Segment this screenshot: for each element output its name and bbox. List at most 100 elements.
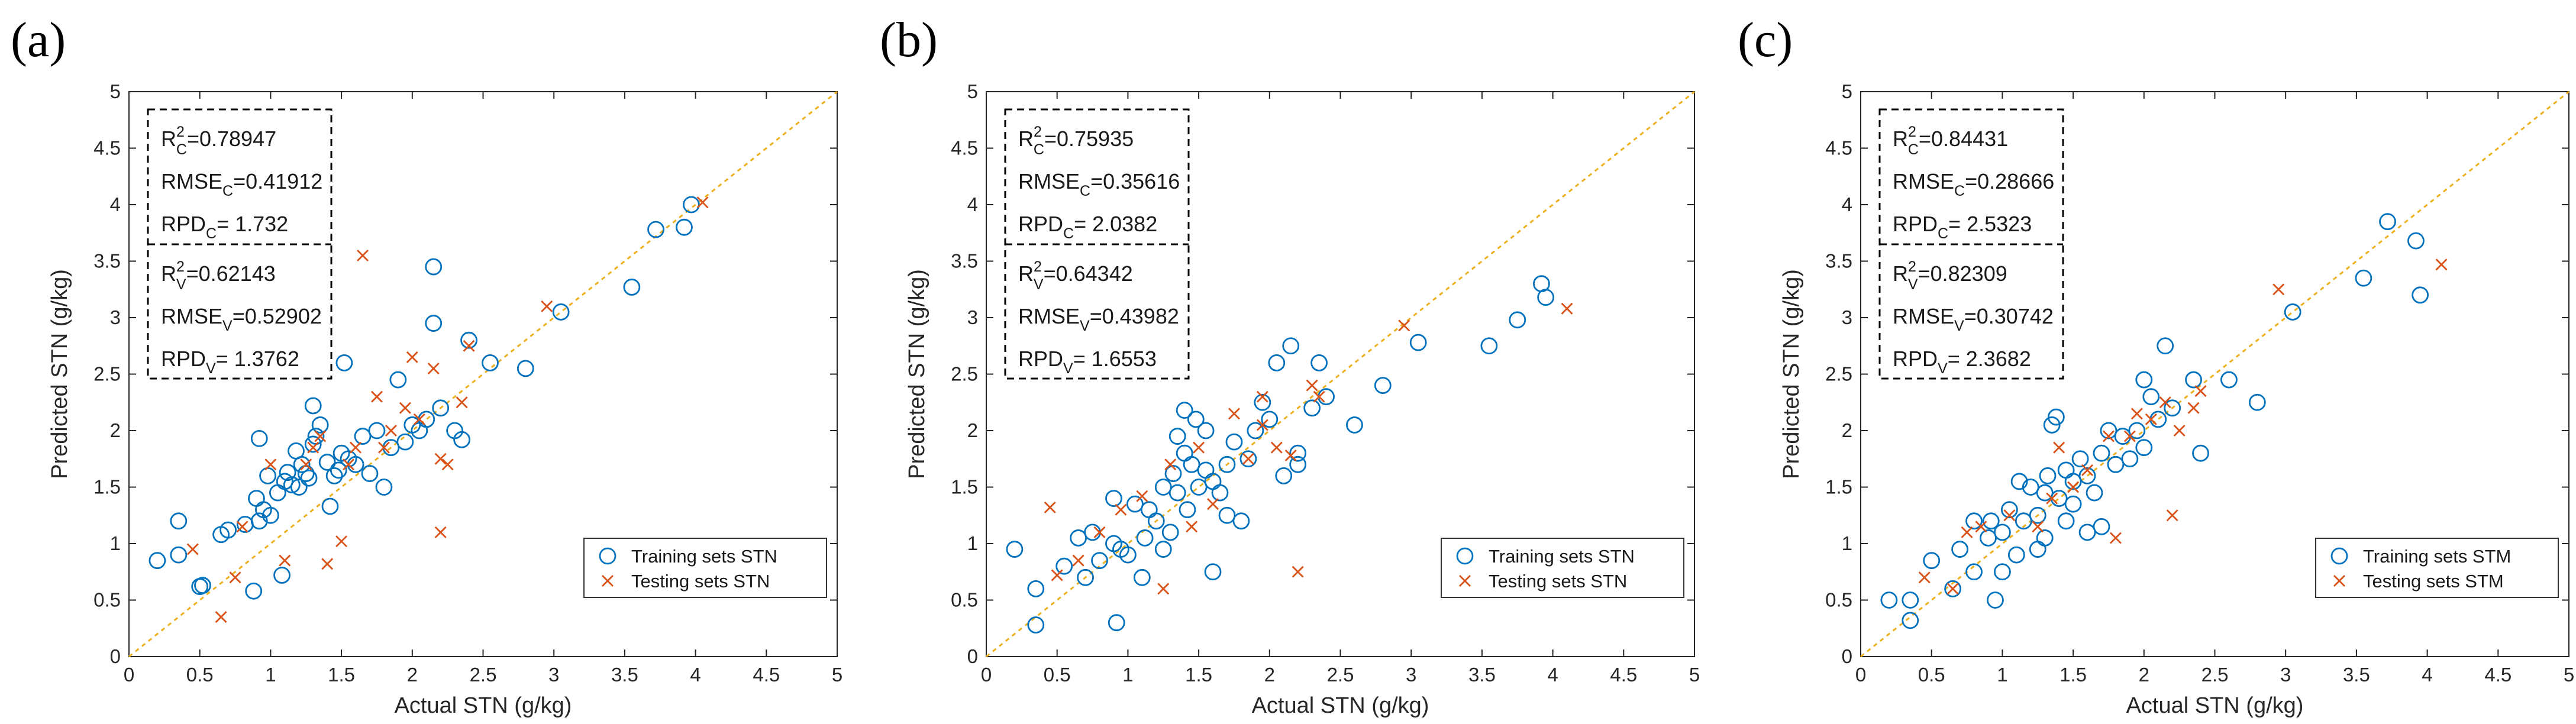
testing-point [357, 249, 369, 261]
training-point [1154, 479, 1172, 496]
testing-point [1975, 521, 1987, 533]
training-point [683, 196, 700, 214]
training-point [2086, 484, 2103, 502]
testing-point [1157, 583, 1170, 595]
y-tick-label: 5 [967, 80, 978, 102]
training-point [318, 454, 336, 471]
training-point [2121, 450, 2139, 468]
testing-point [215, 611, 227, 623]
training-point [300, 469, 318, 487]
training-point [1133, 568, 1151, 586]
x-tick-label: 3 [1406, 664, 1416, 686]
testing-point [1918, 571, 1931, 584]
x-tick-label: 2 [1264, 664, 1275, 686]
y-axis-label: Predicted STN (g/kg) [905, 269, 929, 479]
training-point [2043, 416, 2061, 434]
training-point [2029, 506, 2046, 524]
testing-point [2102, 430, 2115, 442]
training-point [2412, 286, 2429, 304]
testing-point [441, 458, 454, 471]
training-point [2050, 490, 2068, 507]
training-point [432, 399, 450, 417]
training-point [1965, 563, 1983, 581]
training-point [1119, 546, 1137, 564]
y-axis-label: Predicted STN (g/kg) [1779, 269, 1804, 479]
testing-point [279, 554, 291, 567]
testing-point [186, 543, 199, 555]
stat-cal-rmse: RMSEC=0.41912 [161, 169, 322, 199]
training-point [2015, 512, 2032, 530]
testing-point [1115, 503, 1127, 516]
stat-val-rmse: RMSEV=0.30742 [1893, 304, 2054, 334]
y-tick-label: 4 [110, 193, 121, 215]
training-point [1537, 289, 1555, 306]
training-point [1164, 465, 1182, 482]
testing-point [696, 196, 709, 209]
training-point [269, 484, 286, 502]
training-point [1982, 512, 2000, 530]
panel-c: (c) 0 0.5 1 1.5 2 2.5 3 3.5 4 4.5 5 0 0.5 1 1.5 2 2.5 3 3.5… [1738, 12, 2574, 718]
training-point [2064, 495, 2082, 513]
training-point [2114, 428, 2132, 445]
training-point [1179, 501, 1196, 519]
testing-point [2046, 492, 2058, 505]
testing-point [314, 430, 327, 442]
x-tick-label: 0.5 [1918, 664, 1945, 686]
testing-point [1256, 419, 1268, 431]
legend-training-label: Training sets STN [631, 546, 777, 567]
legend-testing-label: Testing sets STM [2363, 571, 2504, 592]
testing-point [2067, 481, 2080, 493]
testing-point [2166, 509, 2178, 522]
training-point [170, 546, 188, 564]
testing-point [1242, 452, 1254, 465]
training-point [2078, 467, 2096, 484]
training-point [1006, 541, 1024, 558]
training-point [1275, 467, 1293, 484]
testing-point [2173, 425, 2186, 437]
x-axis-label: Actual STN (g/kg) [2126, 693, 2304, 718]
training-point [1077, 568, 1094, 586]
training-point [2192, 444, 2209, 462]
training-point [2157, 337, 2174, 355]
y-tick-label: 1.5 [93, 476, 121, 498]
training-point [425, 258, 443, 276]
training-point [1108, 614, 1125, 632]
stat-val-rmse: RMSEV=0.43982 [1018, 304, 1179, 334]
x-tick-label: 3.5 [611, 664, 638, 686]
training-point [2248, 393, 2266, 411]
testing-point [1164, 458, 1177, 471]
x-tick-label: 3 [2280, 664, 2291, 686]
training-point [2100, 422, 2117, 439]
x-tick-label: 1.5 [2059, 664, 2087, 686]
x-tick-label: 0.5 [186, 664, 214, 686]
training-point [311, 416, 329, 434]
y-tick-label: 3.5 [1825, 250, 1852, 272]
testing-point [2187, 402, 2200, 414]
training-point [1282, 337, 1300, 355]
y-tick-label: 1 [110, 532, 121, 554]
training-point [2093, 518, 2110, 535]
training-point [219, 521, 237, 539]
training-point [262, 506, 279, 524]
training-point [304, 435, 322, 453]
y-tick-label: 1.5 [1825, 476, 1852, 498]
x-tick-label: 4 [2422, 664, 2432, 686]
testing-point [2123, 430, 2136, 442]
training-point [2078, 523, 2096, 541]
testing-point [1136, 490, 1148, 502]
training-point [1204, 563, 1222, 581]
testing-point [406, 351, 418, 363]
stat-val-r2: R2 V=0.82309 [1893, 258, 2007, 293]
training-point [283, 476, 301, 494]
testing-point [2053, 441, 2065, 454]
training-point [2029, 541, 2046, 558]
training-point [1289, 444, 1307, 462]
training-point [1055, 557, 1073, 575]
training-point [288, 442, 305, 460]
series-testing [1918, 258, 2448, 595]
y-tick-label: 2.5 [951, 363, 978, 385]
training-point [1268, 354, 1286, 371]
training-point [1993, 563, 2011, 581]
x-tick-label: 2.5 [2201, 664, 2229, 686]
testing-point [2435, 258, 2448, 271]
